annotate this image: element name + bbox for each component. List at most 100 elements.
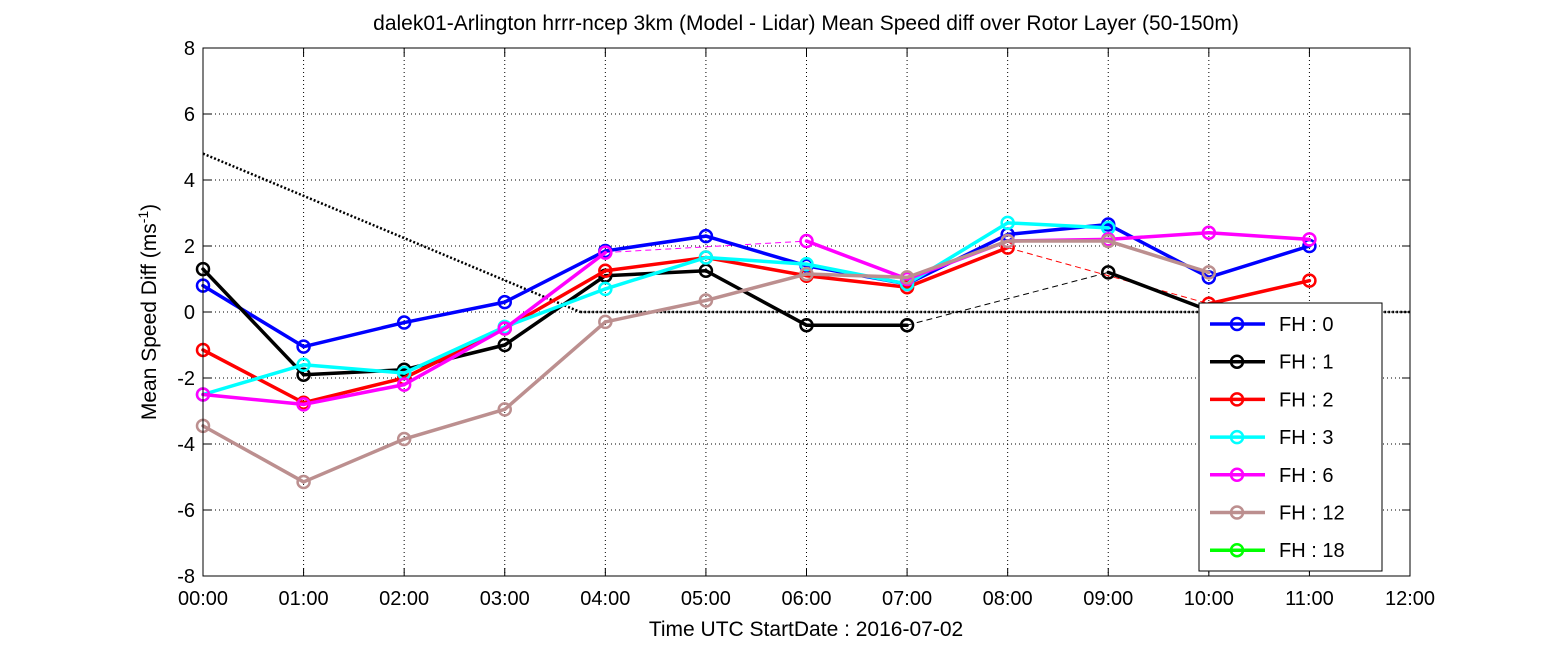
x-axis-ticks: 00:00 01:00 02:00 03:00 04:00 05:00 06:00 07:00… — [178, 48, 1435, 610]
series-segment — [503, 320, 608, 412]
data-point — [598, 314, 613, 330]
data-point — [296, 397, 311, 412]
legend-label: FH : 6 — [1279, 465, 1333, 487]
data-point — [296, 474, 311, 490]
series-segment — [603, 255, 708, 273]
data-point — [598, 281, 613, 297]
series-segment — [905, 239, 1010, 280]
legend-entry: FH : 2 — [1210, 389, 1333, 411]
x-tick-label: 12:00 — [1385, 588, 1435, 610]
legend: FH : 0 FH : 1 FH : 2 FH : 3 FH : 6 FH : 12 FH … — [1198, 302, 1383, 572]
data-point — [1000, 215, 1015, 231]
data-point — [396, 431, 412, 447]
series-fh-12 — [195, 233, 1217, 490]
series-segment — [402, 326, 507, 387]
y-tick-label: 2 — [184, 236, 195, 258]
legend-entry: FH : 6 — [1210, 465, 1333, 487]
y-tick-label: -6 — [177, 500, 195, 522]
series-segment — [201, 267, 306, 377]
series-segment — [301, 376, 406, 405]
legend-label: FH : 12 — [1279, 503, 1345, 525]
series-segment — [804, 239, 909, 281]
series-segment — [301, 437, 406, 484]
data-point — [1201, 265, 1217, 280]
data-point — [698, 293, 714, 308]
series-segment — [402, 407, 507, 441]
series-segment — [301, 382, 406, 407]
x-axis-label: Time UTC StartDate : 2016-07-02 — [649, 618, 963, 641]
series-segment — [1106, 231, 1211, 242]
series-segment — [503, 273, 608, 347]
gap-connectors — [605, 240, 1209, 326]
data-point — [698, 228, 714, 244]
data-point — [296, 367, 311, 382]
x-tick-label: 02:00 — [379, 588, 429, 610]
series-segment — [804, 273, 909, 289]
chart-title: dalek01-Arlington hrrr-ncep 3km (Model -… — [373, 12, 1239, 35]
series-segment — [603, 234, 708, 253]
y-tick-label: -8 — [177, 566, 195, 588]
legend-marker — [1229, 467, 1245, 483]
legend-entry: FH : 0 — [1210, 314, 1333, 336]
data-point — [598, 263, 613, 278]
legend-label: FH : 1 — [1279, 352, 1333, 374]
y-tick-label: 4 — [184, 170, 195, 192]
x-tick-label: 11:00 — [1285, 588, 1334, 610]
trend-line — [202, 152, 581, 314]
series-segment — [1106, 239, 1211, 275]
legend-label: FH : 2 — [1279, 389, 1333, 411]
data-point — [1101, 265, 1116, 280]
data-point — [497, 321, 512, 336]
data-point — [396, 377, 412, 392]
series-segment — [603, 298, 708, 324]
series-segment — [402, 325, 507, 375]
x-tick-label: 10:00 — [1184, 588, 1234, 610]
x-tick-label: 01:00 — [279, 588, 329, 610]
series-segment — [704, 234, 809, 268]
legend-entry: FH : 3 — [1210, 427, 1333, 449]
series-fh-1 — [195, 261, 1217, 382]
legend-entry: FH : 12 — [1210, 503, 1345, 525]
x-tick-label: 00:00 — [178, 588, 228, 610]
series-segment — [905, 245, 1010, 289]
x-tick-label: 03:00 — [480, 588, 530, 610]
series-segment — [1207, 231, 1312, 242]
x-tick-label: 04:00 — [580, 588, 630, 610]
series-segment — [201, 424, 306, 484]
series-segment — [402, 300, 507, 325]
data-point — [598, 245, 613, 260]
data-point — [396, 315, 412, 330]
data-point — [799, 233, 814, 249]
data-point — [1201, 225, 1217, 241]
legend-marker — [1229, 429, 1245, 445]
data-point — [497, 337, 512, 353]
series-segment — [704, 255, 809, 278]
series-gap-segment — [906, 271, 1109, 326]
series-segment — [503, 287, 608, 329]
series-segment — [804, 272, 909, 280]
series-segment — [503, 249, 608, 304]
legend-marker — [1229, 354, 1245, 369]
legend-label: FH : 3 — [1279, 427, 1333, 449]
data-point — [799, 256, 814, 272]
legend-marker — [1229, 542, 1245, 558]
data-point — [799, 266, 814, 282]
series-gap-segment — [605, 240, 807, 254]
dotted-trend-line — [202, 152, 581, 314]
y-axis-label: Mean Speed Diff (ms-1) — [135, 204, 161, 420]
data-point — [296, 357, 311, 373]
data-point — [1302, 232, 1317, 247]
legend-entry: FH : 1 — [1210, 352, 1333, 374]
data-point — [899, 270, 915, 285]
data-point — [1101, 233, 1116, 249]
y-tick-label: 6 — [184, 104, 195, 126]
legend-marker — [1229, 316, 1245, 332]
data-point — [497, 294, 512, 310]
series-segment — [1005, 221, 1110, 230]
y-tick-label: 0 — [184, 302, 195, 324]
series-segment — [503, 250, 608, 331]
x-tick-label: 09:00 — [1083, 588, 1133, 610]
series-segment — [704, 255, 809, 266]
series-segment — [301, 320, 406, 349]
